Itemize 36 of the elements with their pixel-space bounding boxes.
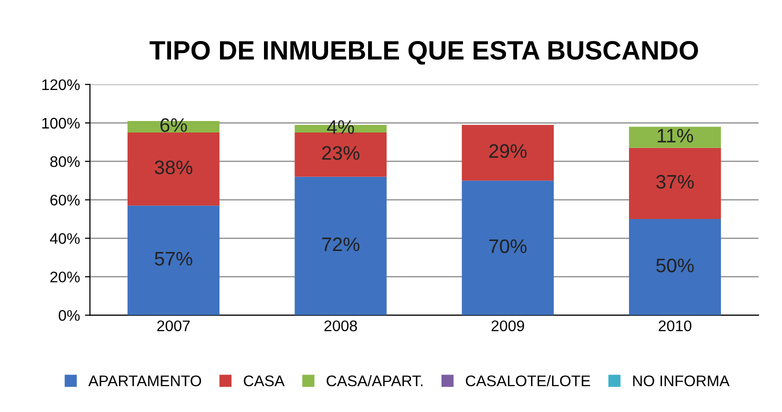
bar xyxy=(128,132,220,206)
legend-label: NO INFORMA xyxy=(633,375,730,386)
legend-label: CASALOTE/LOTE xyxy=(466,375,590,386)
data-label: 38% xyxy=(154,160,192,174)
y-tick-label: 120% xyxy=(42,79,80,90)
data-label: 29% xyxy=(489,144,527,158)
y-tick-label: 0% xyxy=(58,310,80,321)
data-label: 70% xyxy=(489,239,527,254)
y-tick-label: 80% xyxy=(50,156,80,168)
y-tick-label: 60% xyxy=(50,194,80,206)
data-label: 57% xyxy=(154,252,192,266)
bar xyxy=(462,180,554,316)
y-tick-label: 100% xyxy=(42,118,80,129)
x-tick-label: 2008 xyxy=(324,320,357,332)
bar xyxy=(294,176,387,316)
x-tick-label: 2010 xyxy=(658,320,692,332)
bar xyxy=(628,126,721,148)
data-label: 23% xyxy=(322,146,360,160)
legend-label: APARTAMENTO xyxy=(88,375,202,386)
legend-label: CASA/APART. xyxy=(326,375,422,386)
x-tick-label: 2007 xyxy=(157,320,190,332)
data-label: 37% xyxy=(656,174,694,189)
bar xyxy=(128,206,220,316)
data-label: 50% xyxy=(656,258,694,272)
data-label: 6% xyxy=(160,118,187,132)
x-tick-label: 2009 xyxy=(492,320,524,332)
data-label: 72% xyxy=(322,237,360,252)
bar xyxy=(628,148,721,220)
data-label: 11% xyxy=(658,128,694,142)
y-tick-label: 40% xyxy=(50,233,80,244)
y-tick-label: 20% xyxy=(50,272,80,282)
bar xyxy=(628,219,721,316)
legend-label: CASA xyxy=(244,375,285,386)
bar xyxy=(462,124,554,181)
bar xyxy=(294,132,387,177)
chart-title: TIPO DE INMUEBLE QUE ESTA BUSCANDO xyxy=(150,41,698,65)
